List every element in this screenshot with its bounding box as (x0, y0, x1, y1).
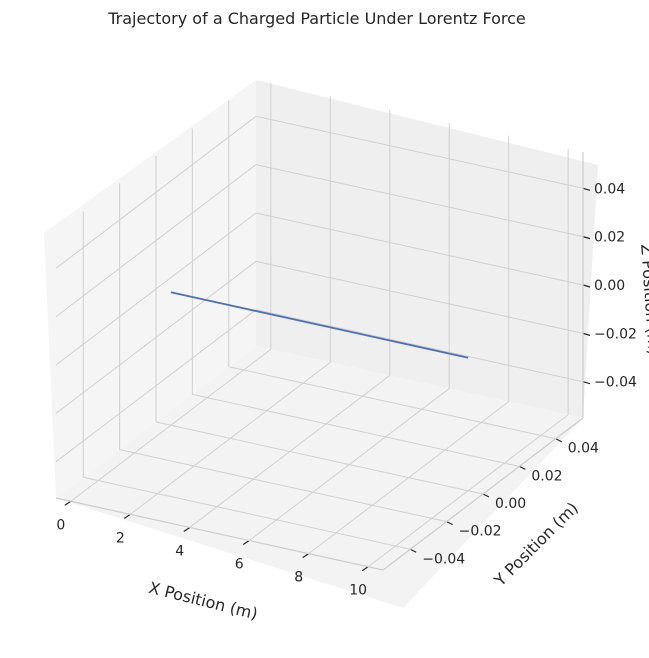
y-grid-floor-2 (155, 421, 484, 495)
y-tick-label-1: −0.02 (459, 524, 502, 540)
z-tick-label-1: −0.02 (594, 326, 637, 342)
x-tick-mark-3 (242, 540, 250, 546)
trajectory-line-0 (170, 291, 469, 359)
floor-pane (56, 346, 583, 608)
x-axis-label: X Position (m) (147, 578, 260, 623)
z-tick-mark-0 (582, 381, 591, 385)
back-wall-pane (256, 80, 598, 418)
x-tick-mark-1 (123, 513, 131, 519)
y-tick-mark-1 (446, 521, 453, 526)
y-tick-mark-4 (555, 438, 562, 443)
x-tick-label-5: 10 (349, 583, 367, 599)
z-grid-left-0 (55, 309, 257, 463)
y-tick-label-3: 0.02 (531, 468, 562, 484)
z-grid-back-1 (255, 260, 584, 334)
y-axis-label: Y Position (m) (490, 498, 582, 590)
z-tick-mark-2 (582, 284, 591, 288)
z-grid-left-2 (55, 212, 257, 366)
axis-ticks: 0 2 4 6 8 10 −0.04 −0.02 0.00 0.02 0.04 −0.04 −0.02 0… (55, 152, 637, 599)
z-tick-label-0: −0.04 (594, 375, 637, 391)
y-tick-mark-0 (410, 548, 417, 553)
x-tick-mark-0 (64, 500, 72, 506)
chart-title: Trajectory of a Charged Particle Under L… (107, 9, 526, 28)
y-tick-label-2: 0.00 (495, 496, 526, 512)
z-grid-back-2 (255, 212, 584, 286)
z-tick-mark-1 (582, 332, 591, 336)
x-tick-label-2: 4 (175, 543, 184, 559)
z-grid-left-1 (55, 260, 257, 414)
y-tick-mark-3 (519, 465, 526, 470)
x-tick-label-4: 8 (294, 570, 303, 586)
z-grid-left-3 (55, 164, 257, 318)
y-tick-label-0: −0.04 (422, 551, 465, 567)
x-tick-mark-5 (361, 566, 369, 572)
y-grid-floor-0 (83, 476, 411, 550)
y-axis-line (382, 417, 584, 571)
z-tick-label-3: 0.02 (594, 230, 625, 246)
series-layer (170, 291, 469, 359)
x-tick-label-0: 0 (56, 517, 65, 533)
x-tick-mark-4 (302, 553, 310, 559)
z-tick-label-4: 0.04 (594, 181, 625, 197)
x-tick-mark-2 (183, 526, 191, 532)
z-grid-back-3 (255, 164, 584, 238)
left-wall-pane (44, 80, 256, 498)
z-tick-mark-3 (582, 236, 591, 240)
z-grid-back-4 (255, 115, 584, 189)
y-grid-floor-3 (192, 393, 520, 467)
z-tick-mark-4 (582, 187, 591, 191)
y-tick-mark-2 (482, 493, 490, 498)
x-tick-label-3: 6 (235, 557, 244, 573)
y-grid-floor-4 (228, 366, 556, 440)
x-tick-label-1: 2 (116, 530, 125, 546)
z-tick-label-2: 0.00 (594, 278, 625, 294)
z-axis-label: Z Position (m) (637, 243, 649, 356)
y-tick-label-4: 0.04 (568, 441, 599, 457)
grid-lines (55, 83, 584, 568)
y-grid-floor-1 (119, 449, 447, 523)
z-grid-left-4 (55, 115, 257, 269)
x-axis-line (55, 497, 384, 571)
z-grid-back-0 (255, 309, 584, 383)
